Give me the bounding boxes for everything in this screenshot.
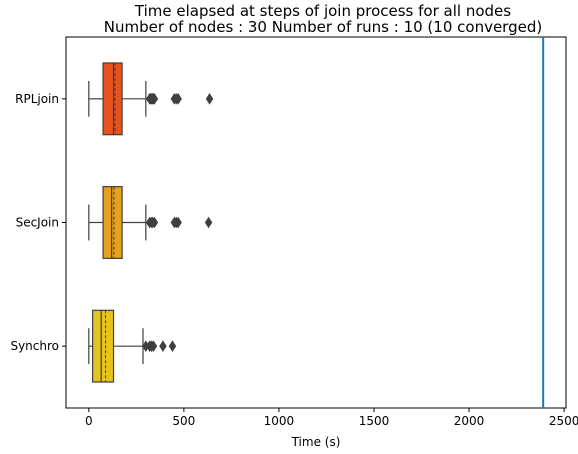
x-tick-label: 500: [172, 414, 195, 428]
iqr-box: [92, 309, 115, 383]
y-tick-label: RPLjoin: [15, 92, 59, 106]
outlier-point: [150, 216, 159, 229]
box-group-rpljoin: RPLjoin: [15, 62, 214, 136]
x-axis-label: Time (s): [291, 435, 341, 449]
outlier-point: [149, 340, 158, 352]
outlier-point: [205, 93, 214, 105]
outlier-point: [204, 216, 213, 229]
y-tick-label: SecJoin: [16, 216, 59, 230]
chart-title-line-2: Number of nodes : 30 Number of runs : 10…: [104, 18, 542, 36]
x-tick-label: 1500: [359, 414, 390, 428]
y-tick-label: Synchro: [10, 339, 59, 353]
box-group-secjoin: SecJoin: [16, 186, 213, 259]
outlier-point: [174, 93, 182, 105]
box-group-synchro: Synchro: [10, 309, 177, 383]
outlier-point: [150, 93, 159, 105]
outlier-point: [159, 340, 167, 352]
x-tick-label: 2500: [549, 414, 578, 428]
x-tick-label: 2000: [454, 414, 485, 428]
outlier-point: [168, 340, 177, 352]
x-tick-label: 1000: [264, 414, 295, 428]
x-tick-label: 0: [85, 414, 93, 428]
iqr-box: [102, 62, 123, 136]
iqr-box: [102, 186, 123, 259]
outlier-point: [174, 216, 182, 229]
chart-title-line-1: Time elapsed at steps of join process fo…: [134, 2, 511, 20]
